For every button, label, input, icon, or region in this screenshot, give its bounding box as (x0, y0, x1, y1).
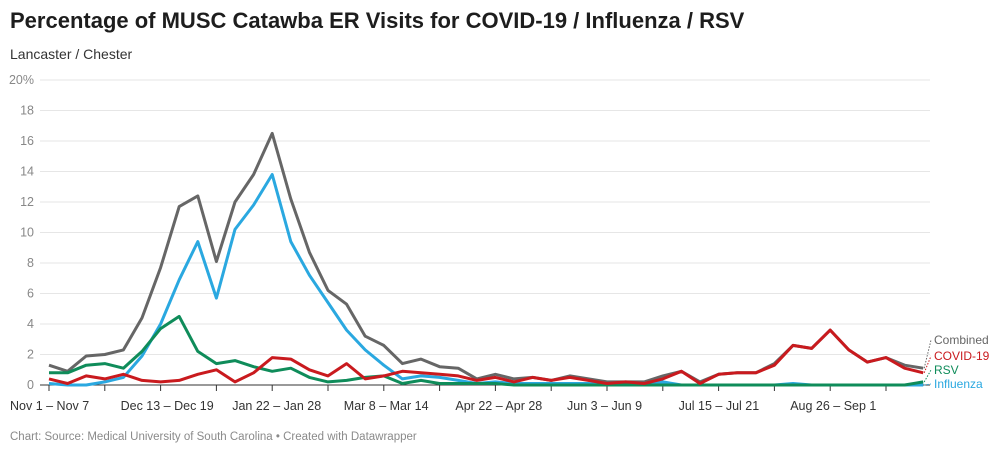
end-label-connector (924, 383, 932, 386)
end-label-influenza: Influenza (934, 377, 983, 391)
x-axis: Nov 1 – Nov 7 Dec 13 – Dec 19 Jan 22 – Jan… (10, 384, 930, 413)
y-tick-label: 10 (20, 226, 34, 240)
y-tick-label: 18 (20, 104, 34, 118)
y-tick-label: 0 (27, 378, 34, 392)
chart-subtitle: Lancaster / Chester (10, 46, 133, 62)
y-tick-label: 12 (20, 195, 34, 209)
y-tick-label: 20% (9, 73, 34, 87)
end-label-connector (923, 369, 932, 383)
chart-title: Percentage of MUSC Catawba ER Visits for… (10, 8, 745, 33)
x-tick-label: Jun 3 – Jun 9 (567, 399, 642, 413)
y-tick-label: 16 (20, 134, 34, 148)
y-tick-label: 2 (27, 348, 34, 362)
x-tick-label: Aug 26 – Sep 1 (790, 399, 876, 413)
x-tick-label: Nov 1 – Nov 7 (10, 399, 89, 413)
end-label-connector (923, 339, 932, 369)
series-line-covid-19 (48, 328, 924, 385)
y-tick-label: 14 (20, 165, 34, 179)
y-axis: 0 2 4 6 8 10 12 14 16 18 20% (9, 73, 34, 392)
x-tick-label: Jul 15 – Jul 21 (679, 399, 760, 413)
end-label-covid-19: COVID-19 (934, 349, 990, 363)
end-label-combined: Combined (934, 333, 989, 347)
end-label-connector (923, 355, 932, 373)
series-lines (48, 131, 924, 387)
x-tick-label: Mar 8 – Mar 14 (344, 399, 429, 413)
x-tick-label: Dec 13 – Dec 19 (121, 399, 214, 413)
series-line-rsv (49, 314, 924, 387)
x-tick-label: Jan 22 – Jan 28 (232, 399, 321, 413)
chart-footer: Chart: Source: Medical University of Sou… (10, 431, 417, 443)
end-label-rsv: RSV (934, 363, 959, 377)
y-tick-label: 6 (27, 287, 34, 301)
grid-lines (40, 79, 930, 355)
y-tick-label: 4 (27, 317, 34, 331)
x-tick-label: Apr 22 – Apr 28 (455, 399, 542, 413)
y-tick-label: 8 (27, 256, 34, 270)
